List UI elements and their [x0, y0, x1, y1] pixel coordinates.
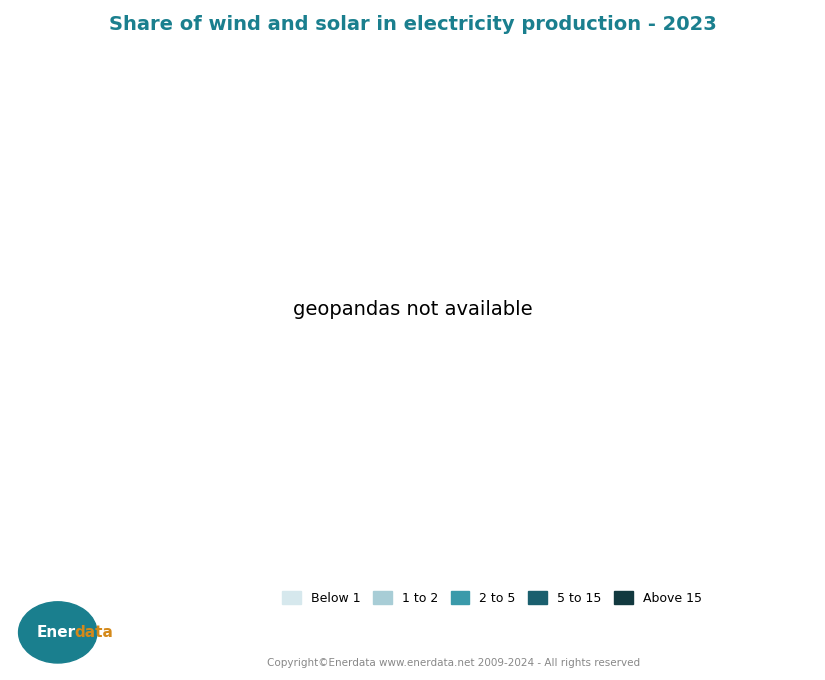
- Text: geopandas not available: geopandas not available: [293, 300, 532, 319]
- Text: data: data: [74, 625, 113, 640]
- Legend: Below 1, 1 to 2, 2 to 5, 5 to 15, Above 15: Below 1, 1 to 2, 2 to 5, 5 to 15, Above …: [276, 585, 708, 611]
- Text: Ener: Ener: [37, 625, 76, 640]
- Text: Copyright©Enerdata www.enerdata.net 2009-2024 - All rights reserved: Copyright©Enerdata www.enerdata.net 2009…: [267, 658, 640, 668]
- Ellipse shape: [18, 602, 97, 663]
- Title: Share of wind and solar in electricity production - 2023: Share of wind and solar in electricity p…: [109, 15, 716, 34]
